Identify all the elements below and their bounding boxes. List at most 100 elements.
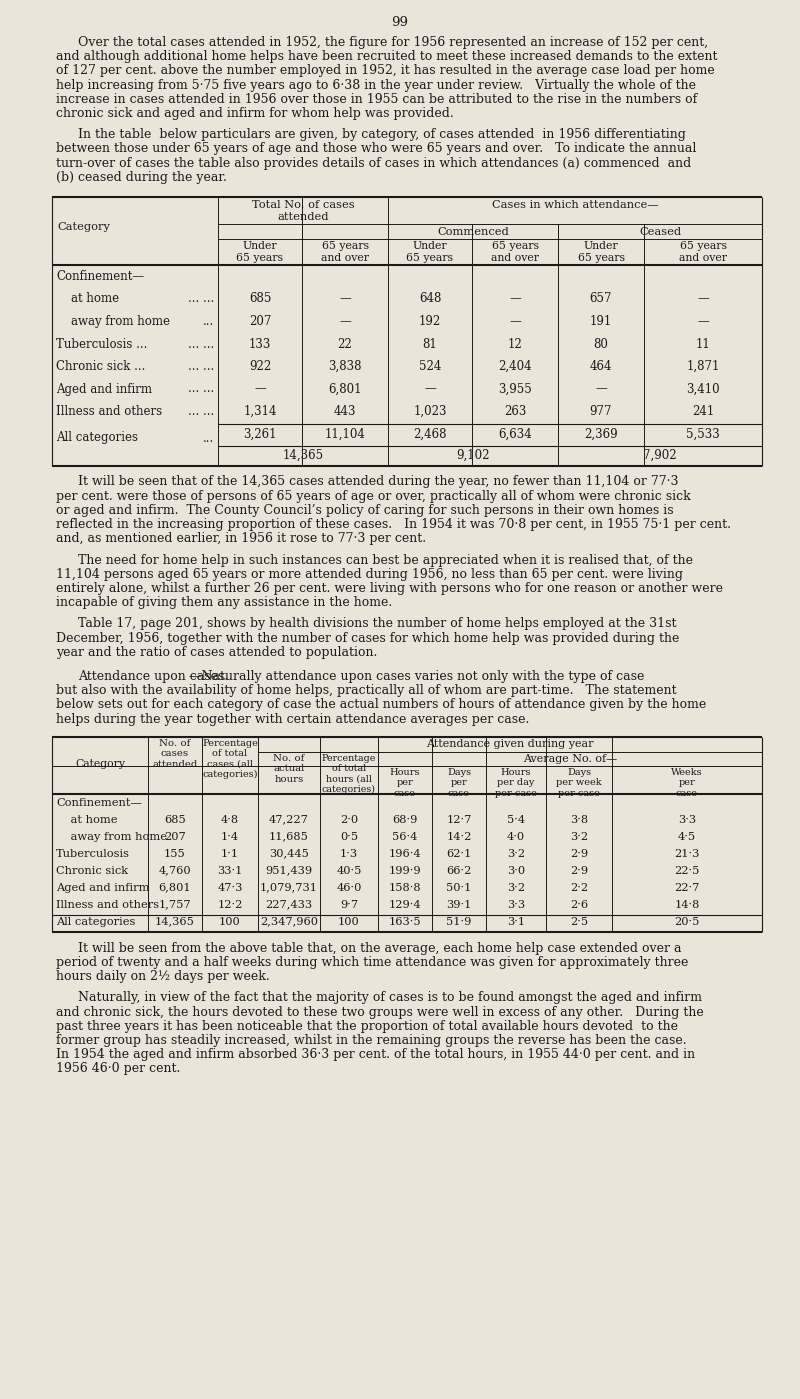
Text: 14,365: 14,365 (155, 916, 195, 926)
Text: 464: 464 (590, 360, 612, 374)
Text: Cases in which attendance—: Cases in which attendance— (492, 200, 658, 210)
Text: Commenced: Commenced (437, 227, 509, 236)
Text: 3·3: 3·3 (678, 814, 696, 824)
Text: at home: at home (56, 814, 118, 824)
Text: 3·2: 3·2 (570, 831, 588, 842)
Text: ... ...: ... ... (188, 292, 214, 305)
Text: period of twenty and a half weeks during which time attendance was given for app: period of twenty and a half weeks during… (56, 956, 688, 970)
Text: —: — (509, 315, 521, 327)
Text: 3·2: 3·2 (507, 883, 525, 893)
Text: 11: 11 (696, 337, 710, 351)
Text: 11,685: 11,685 (269, 831, 309, 842)
Text: 951,439: 951,439 (266, 866, 313, 876)
Text: Total No. of cases
attended: Total No. of cases attended (252, 200, 354, 221)
Text: 12·7: 12·7 (446, 814, 472, 824)
Text: reflected in the increasing proportion of these cases.   In 1954 it was 70·8 per: reflected in the increasing proportion o… (56, 518, 731, 532)
Text: 2·2: 2·2 (570, 883, 588, 893)
Text: Attendance upon cases.: Attendance upon cases. (78, 670, 228, 683)
Text: 657: 657 (590, 292, 612, 305)
Text: —: — (424, 382, 436, 396)
Text: 5·4: 5·4 (507, 814, 525, 824)
Text: 39·1: 39·1 (446, 900, 472, 909)
Text: 12: 12 (508, 337, 522, 351)
Text: increase in cases attended in 1956 over those in 1955 can be attributed to the r: increase in cases attended in 1956 over … (56, 92, 698, 106)
Text: Attendance given during year: Attendance given during year (426, 739, 594, 748)
Text: 2,404: 2,404 (498, 360, 532, 374)
Text: 65 years
and over: 65 years and over (321, 241, 369, 263)
Text: away from home: away from home (56, 831, 167, 842)
Text: ... ...: ... ... (188, 382, 214, 396)
Text: 1·3: 1·3 (340, 849, 358, 859)
Text: 191: 191 (590, 315, 612, 327)
Text: but also with the availability of home helps, practically all of whom are part-t: but also with the availability of home h… (56, 684, 677, 697)
Text: 3,261: 3,261 (243, 428, 277, 441)
Text: 3·2: 3·2 (507, 849, 525, 859)
Text: 6,634: 6,634 (498, 428, 532, 441)
Text: Aged and infirm: Aged and infirm (56, 382, 152, 396)
Text: Days
per week
per case: Days per week per case (556, 768, 602, 797)
Text: 3·8: 3·8 (570, 814, 588, 824)
Text: Illness and others: Illness and others (56, 404, 162, 418)
Text: 163·5: 163·5 (389, 916, 422, 926)
Text: Category: Category (57, 222, 110, 232)
Text: 524: 524 (419, 360, 441, 374)
Text: 2·5: 2·5 (570, 916, 588, 926)
Text: Table 17, page 201, shows by health divisions the number of home helps employed : Table 17, page 201, shows by health divi… (78, 617, 677, 631)
Text: 1·4: 1·4 (221, 831, 239, 842)
Text: 207: 207 (249, 315, 271, 327)
Text: per cent. were those of persons of 65 years of age or over, practically all of w: per cent. were those of persons of 65 ye… (56, 490, 690, 502)
Text: 227,433: 227,433 (266, 900, 313, 909)
Text: 65 years
and over: 65 years and over (491, 241, 539, 263)
Text: 14·8: 14·8 (674, 900, 700, 909)
Text: at home: at home (56, 292, 119, 305)
Text: Tuberculosis ...: Tuberculosis ... (56, 337, 147, 351)
Text: Under
65 years: Under 65 years (578, 241, 625, 263)
Text: 1,023: 1,023 (414, 404, 446, 418)
Text: 1956 46·0 per cent.: 1956 46·0 per cent. (56, 1062, 180, 1076)
Text: 2·9: 2·9 (570, 866, 588, 876)
Text: 158·8: 158·8 (389, 883, 422, 893)
Text: (b) ceased during the year.: (b) ceased during the year. (56, 171, 227, 183)
Text: 922: 922 (249, 360, 271, 374)
Text: 2,369: 2,369 (584, 428, 618, 441)
Text: ...: ... (202, 431, 214, 445)
Text: away from home: away from home (56, 315, 170, 327)
Text: chronic sick and aged and infirm for whom help was provided.: chronic sick and aged and infirm for who… (56, 106, 454, 120)
Text: 81: 81 (422, 337, 438, 351)
Text: 51·9: 51·9 (446, 916, 472, 926)
Text: 46·0: 46·0 (336, 883, 362, 893)
Text: 22·7: 22·7 (674, 883, 700, 893)
Text: December, 1956, together with the number of cases for which home help was provid: December, 1956, together with the number… (56, 631, 679, 645)
Text: past three years it has been noticeable that the proportion of total available h: past three years it has been noticeable … (56, 1020, 678, 1032)
Text: 65 years
and over: 65 years and over (679, 241, 727, 263)
Text: of 127 per cent. above the number employed in 1952, it has resulted in the avera: of 127 per cent. above the number employ… (56, 64, 714, 77)
Text: 100: 100 (338, 916, 360, 926)
Text: 199·9: 199·9 (389, 866, 422, 876)
Text: It will be seen from the above table that, on the average, each home help case e: It will be seen from the above table tha… (78, 942, 682, 954)
Text: below sets out for each category of case the actual numbers of hours of attendan: below sets out for each category of case… (56, 698, 706, 711)
Text: 2,347,960: 2,347,960 (260, 916, 318, 926)
Text: Days
per
case: Days per case (447, 768, 471, 797)
Text: former group has steadily increased, whilst in the remaining groups the reverse : former group has steadily increased, whi… (56, 1034, 686, 1046)
Text: Aged and infirm: Aged and infirm (56, 883, 150, 893)
Text: help increasing from 5·75 five years ago to 6·38 in the year under review.   Vir: help increasing from 5·75 five years ago… (56, 78, 696, 91)
Text: and, as mentioned earlier, in 1956 it rose to 77·3 per cent.: and, as mentioned earlier, in 1956 it ro… (56, 532, 426, 546)
Text: —: — (697, 315, 709, 327)
Text: 33·1: 33·1 (218, 866, 242, 876)
Text: 3·3: 3·3 (507, 900, 525, 909)
Text: 3,838: 3,838 (328, 360, 362, 374)
Text: —: — (339, 292, 351, 305)
Text: Category: Category (75, 760, 125, 769)
Text: —: — (339, 315, 351, 327)
Text: All categories: All categories (56, 916, 135, 926)
Text: 6,801: 6,801 (328, 382, 362, 396)
Text: Percentage
of total
cases (all
categories): Percentage of total cases (all categorie… (202, 739, 258, 779)
Text: Weeks
per
case: Weeks per case (671, 768, 703, 797)
Text: 20·5: 20·5 (674, 916, 700, 926)
Text: year and the ratio of cases attended to population.: year and the ratio of cases attended to … (56, 646, 378, 659)
Text: 685: 685 (164, 814, 186, 824)
Text: ... ...: ... ... (188, 404, 214, 418)
Text: 3·1: 3·1 (507, 916, 525, 926)
Text: 1,079,731: 1,079,731 (260, 883, 318, 893)
Text: 30,445: 30,445 (269, 849, 309, 859)
